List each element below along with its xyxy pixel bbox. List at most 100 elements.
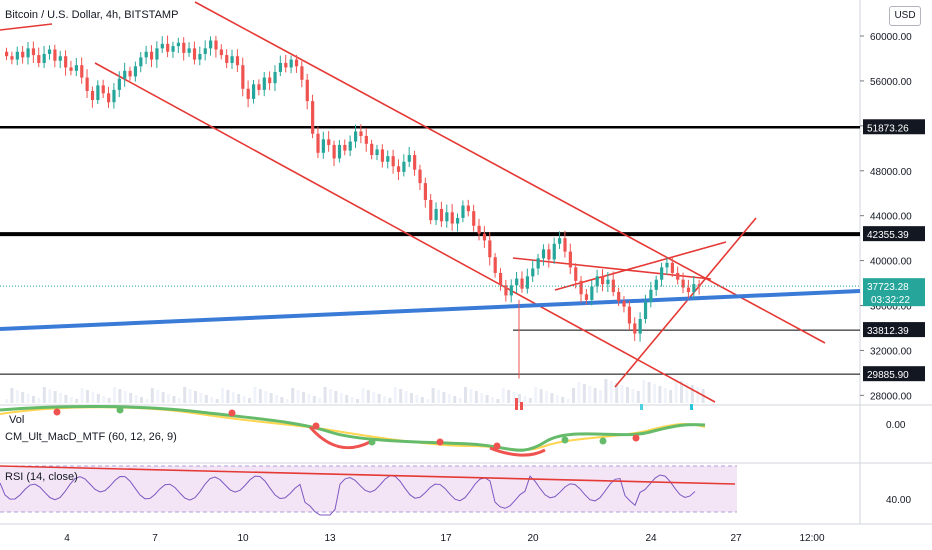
candle: [149, 51, 154, 60]
volume-bar: [464, 387, 467, 403]
candle: [386, 156, 390, 162]
candle: [300, 66, 304, 80]
rsi-trend-line: [0, 465, 736, 485]
candle: [31, 48, 36, 56]
volume-bar: [485, 395, 489, 403]
volume-bar: [129, 393, 133, 403]
candle: [541, 249, 546, 259]
candle: [498, 272, 503, 286]
volume-bar: [690, 385, 694, 403]
candle: [622, 301, 626, 307]
volume-bar: [415, 395, 419, 403]
volume-bar: [561, 397, 565, 403]
volume-bar: [539, 389, 543, 403]
candle: [123, 70, 127, 79]
candle: [482, 233, 487, 241]
candle: [638, 318, 642, 334]
volume-bar: [118, 389, 122, 403]
time-tick-label: 7: [152, 533, 158, 544]
candle: [509, 285, 513, 296]
candle: [5, 51, 9, 57]
volume-bar: [640, 404, 643, 410]
volume-bar: [377, 394, 381, 403]
macd-cross-dot: [312, 422, 320, 430]
candle: [681, 279, 685, 288]
time-tick-label: 27: [730, 533, 742, 544]
volume-bar: [253, 387, 257, 403]
volume-bar: [431, 388, 435, 403]
price-tick-label: 28000.00: [870, 391, 912, 402]
volume-bar: [496, 399, 500, 403]
candle: [429, 199, 433, 221]
candle: [47, 49, 52, 54]
volume-bar: [555, 395, 559, 403]
volume-label: Vol: [9, 414, 25, 426]
candle: [133, 66, 138, 77]
volume-bar: [231, 392, 235, 403]
candle: [686, 287, 691, 293]
volume-bar: [599, 390, 602, 403]
candle: [246, 88, 250, 99]
macd-line-down: [308, 426, 371, 450]
candle: [182, 42, 186, 53]
candle: [225, 55, 229, 63]
level-price-marker: [863, 322, 925, 338]
candle: [21, 51, 25, 58]
candle: [354, 131, 358, 142]
candle: [418, 169, 422, 184]
price-tick-label: 56000.00: [870, 77, 912, 88]
volume-bar: [642, 380, 646, 403]
candle: [230, 56, 234, 63]
candle: [531, 268, 535, 277]
candle: [590, 286, 594, 300]
candle: [654, 279, 658, 290]
level-price-marker: [863, 226, 925, 242]
volume-bar: [215, 399, 219, 403]
volume-bar: [107, 398, 111, 403]
volume-bar: [145, 399, 149, 403]
macd-cross-dot: [436, 438, 444, 446]
volume-bar: [53, 391, 57, 403]
level-price-label: 29885.90: [867, 370, 909, 381]
volume-bar: [520, 402, 523, 410]
volume-bar: [242, 396, 246, 403]
candle: [144, 51, 148, 58]
candle: [450, 212, 454, 224]
candle: [257, 84, 261, 90]
candle: [504, 285, 508, 296]
volume-bar: [86, 390, 89, 403]
blue-trend-line: [0, 289, 861, 331]
symbol-title: Bitcoin / U.S. Dollar, 4h, BITSTAMP: [5, 9, 179, 21]
volume-bar: [269, 393, 273, 403]
candle: [676, 272, 680, 280]
volume-bar: [10, 388, 14, 403]
volume-bar: [210, 397, 214, 403]
time-tick-label: 20: [527, 533, 539, 544]
time-tick-label: 24: [645, 533, 657, 544]
countdown-label: 03:32:22: [871, 295, 910, 306]
volume-bar: [393, 387, 397, 403]
candle: [10, 56, 14, 60]
volume-bar: [339, 393, 343, 403]
currency-button[interactable]: USD: [889, 6, 921, 26]
candle: [563, 238, 567, 252]
volume-bar: [161, 392, 165, 403]
candle: [219, 49, 223, 56]
candle: [627, 306, 632, 324]
trend-line: [554, 241, 727, 291]
volume-bar: [588, 386, 592, 403]
candle: [278, 62, 283, 72]
candle: [359, 131, 363, 136]
volume-bar: [123, 391, 127, 403]
candle: [316, 133, 320, 153]
candle: [568, 251, 572, 268]
candle: [584, 294, 589, 300]
level-price-label: 51873.26: [867, 123, 909, 134]
candle: [488, 240, 492, 258]
volume-bar: [21, 392, 25, 403]
candle: [375, 149, 379, 156]
candle: [273, 71, 277, 84]
candle: [58, 56, 62, 61]
